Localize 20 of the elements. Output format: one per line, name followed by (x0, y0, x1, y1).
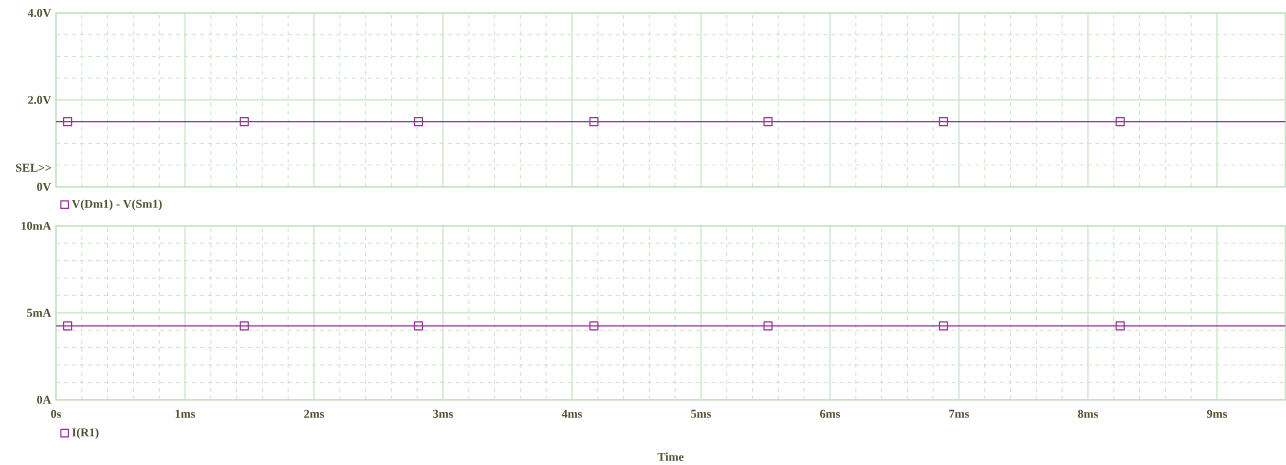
y-tick-label: 2.0V (28, 95, 52, 104)
x-tick-label: 4ms (561, 409, 582, 418)
x-tick-label: 3ms (433, 409, 453, 418)
x-tick-label: 0s (51, 409, 62, 418)
y-tick-label: 4.0V (27, 8, 52, 17)
x-tick-label: 5ms (691, 409, 711, 418)
text: SEL>> (16, 163, 52, 172)
x-tick-label: 6ms (820, 409, 840, 418)
x-tick-label: 2ms (304, 409, 325, 418)
y-tick-label: 0V (37, 182, 52, 191)
legend-label: I(R1) (72, 427, 99, 439)
y-tick-label: 0A (37, 395, 52, 404)
x-tick-label: 8ms (1078, 409, 1098, 418)
y-tick-label: 5mA (27, 308, 52, 317)
x-tick-label: 1ms (175, 409, 196, 418)
x-axis-title: Time (657, 452, 684, 461)
x-tick-label: 7ms (949, 409, 969, 418)
y-tick-label: 10mA (21, 221, 52, 230)
x-tick-label: 9ms (1206, 409, 1227, 418)
legend-label: V(Dm1) - V(Sm1) (71, 199, 162, 211)
